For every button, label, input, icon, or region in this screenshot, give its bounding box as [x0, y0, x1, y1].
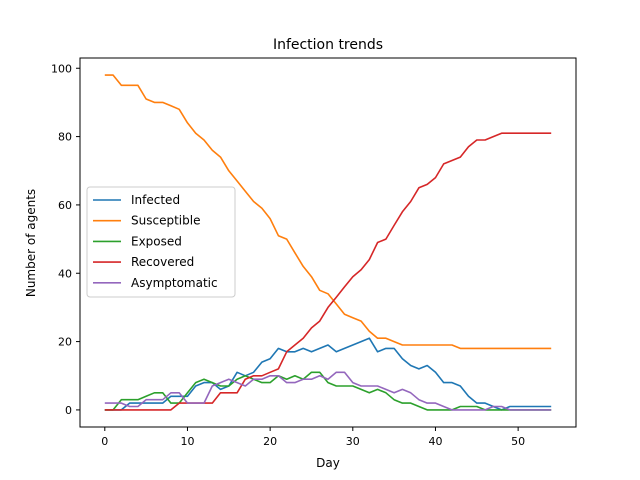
legend-box	[86, 186, 236, 298]
legend: Infected Susceptible Exposed Recovered Asymp…	[86, 186, 236, 298]
y-tick-label: 0	[65, 404, 72, 417]
legend-label-asymptomatic: Asymptomatic	[131, 276, 218, 290]
y-tick-label: 100	[51, 62, 72, 75]
legend-label-recovered: Recovered	[131, 255, 194, 269]
series-line-asymptomatic	[104, 371, 552, 411]
y-tick-label: 80	[58, 131, 72, 144]
plot-frame	[79, 57, 577, 428]
x-tick-label: 30	[346, 435, 360, 448]
legend-label-susceptible: Susceptible	[131, 214, 200, 228]
x-tick-label: 40	[428, 435, 442, 448]
x-tick-label: 0	[101, 435, 108, 448]
plot-area: 0 10 20 30 40 50 0 20 40 60 80 100	[51, 62, 552, 448]
x-axis-label: Day	[316, 456, 340, 470]
chart-title: Infection trends	[273, 37, 383, 53]
series-line-recovered	[104, 132, 552, 411]
y-tick-label: 40	[58, 267, 72, 280]
x-tick-label: 20	[263, 435, 277, 448]
x-tick-label: 50	[511, 435, 525, 448]
series-line-infected	[104, 337, 552, 411]
y-axis-label: Number of agents	[24, 189, 38, 297]
y-tick-label: 20	[58, 336, 72, 349]
series-line-susceptible	[104, 74, 552, 350]
y-tick-label: 60	[58, 199, 72, 212]
x-tick-label: 10	[180, 435, 194, 448]
legend-label-exposed: Exposed	[131, 234, 182, 248]
legend-label-infected: Infected	[131, 193, 180, 207]
